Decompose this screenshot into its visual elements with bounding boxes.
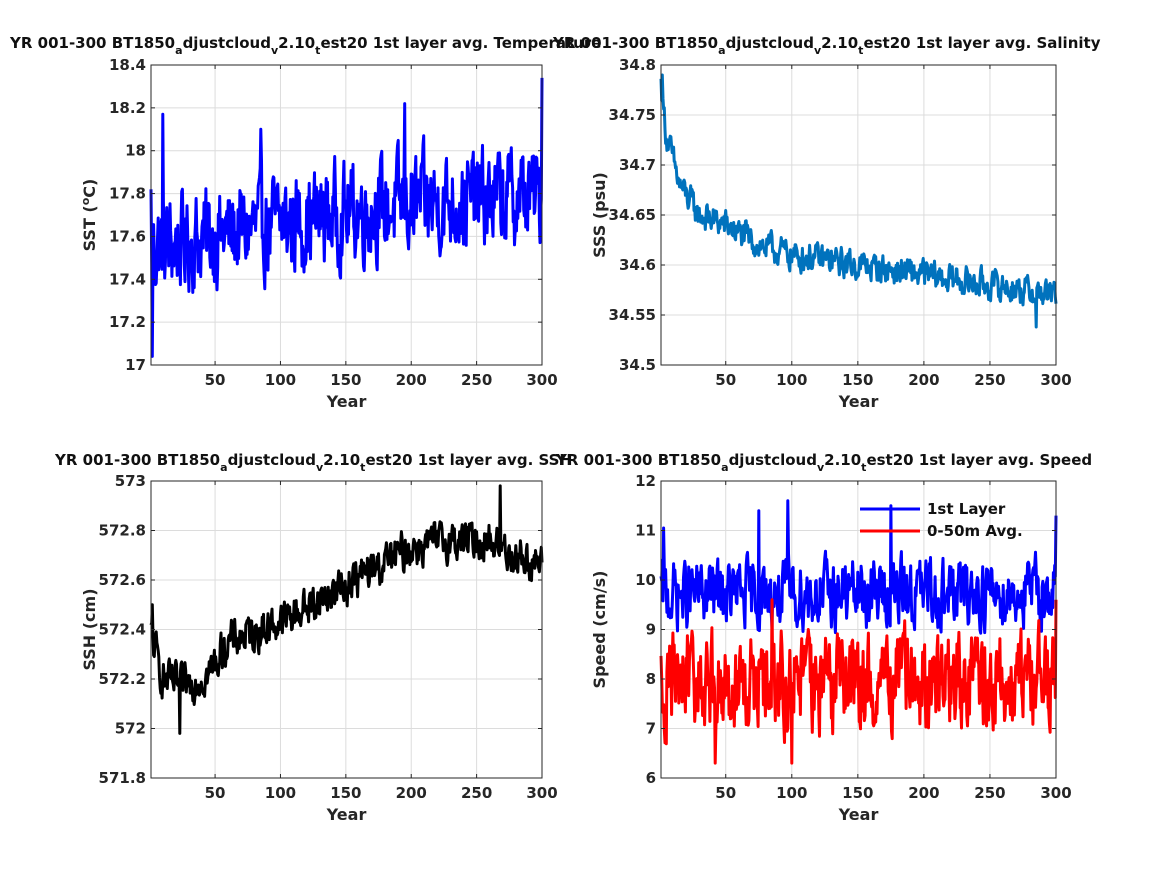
y-tick-label: 17	[125, 356, 146, 374]
x-tick-label: 50	[205, 784, 226, 802]
y-tick-label: 572.6	[99, 571, 146, 589]
x-tick-label: 50	[715, 371, 736, 389]
x-tick-label: 150	[842, 371, 873, 389]
series-line-1	[149, 77, 544, 358]
y-tick-label: 34.8	[619, 56, 656, 74]
y-tick-label: 18.2	[109, 99, 146, 117]
series-line-1	[659, 499, 1058, 635]
y-tick-label: 573	[115, 472, 146, 490]
y-tick-label: 9	[646, 621, 656, 639]
legend: 1st Layer 0-50m Avg.	[860, 500, 1023, 540]
y-tick-label: 34.75	[609, 106, 656, 124]
panel-3: 50 100 150 200 250 300 571.8 572 572.2 572.4 572.6…	[80, 472, 558, 824]
x-tick-label: 250	[461, 371, 492, 389]
x-tick-label: 200	[396, 784, 427, 802]
y-tick-label: 12	[635, 472, 656, 490]
y-axis-label: SSS (psu)	[590, 172, 609, 258]
x-tick-label: 150	[842, 784, 873, 802]
chart-title: YR 001-300 BT1850adjustcloudv2.10test20 …	[552, 34, 1101, 57]
y-tick-label: 572	[115, 720, 146, 738]
x-tick-label: 300	[526, 371, 557, 389]
x-tick-label: 100	[265, 371, 296, 389]
x-tick-label: 300	[1040, 784, 1071, 802]
x-tick-label: 300	[526, 784, 557, 802]
x-tick-label: 200	[908, 784, 939, 802]
x-tick-label: 100	[265, 784, 296, 802]
x-tick-label: 250	[461, 784, 492, 802]
y-tick-label: 17.8	[109, 185, 146, 203]
y-tick-label: 34.6	[619, 256, 656, 274]
y-tick-label: 34.5	[619, 356, 656, 374]
x-tick-label: 250	[974, 371, 1005, 389]
x-tick-label: 100	[776, 371, 807, 389]
x-tick-label: 50	[715, 784, 736, 802]
y-tick-label: 11	[635, 522, 656, 540]
y-tick-label: 10	[635, 571, 656, 589]
y-axis-label: SSH (cm)	[80, 588, 99, 670]
x-tick-label: 150	[330, 371, 361, 389]
axes-frame	[150, 64, 543, 366]
panel-1: 50 100 150 200 250 300 17 17.2 17.4 17.6 17.8 18 18.…	[79, 56, 558, 411]
chart-title: YR 001-300 BT1850adjustcloudv2.10test20 …	[9, 34, 601, 57]
y-tick-label: 17.4	[109, 270, 146, 288]
y-tick-label: 34.55	[609, 306, 656, 324]
series-line-2	[659, 598, 1058, 765]
x-tick-label: 200	[396, 371, 427, 389]
y-tick-label: 572.8	[99, 522, 146, 540]
y-tick-label: 18	[125, 142, 146, 160]
y-tick-label: 34.7	[619, 156, 656, 174]
y-tick-label: 34.65	[609, 206, 656, 224]
panel-2: 50 100 150 200 250 300 34.5 34.55 34.6 34.65 34.7 3…	[590, 56, 1072, 411]
y-axis-label: SST (oC)	[79, 179, 99, 252]
y-tick-label: 571.8	[99, 769, 146, 787]
series-line-1	[149, 484, 544, 735]
series-line-1	[659, 73, 1058, 329]
x-tick-label: 50	[205, 371, 226, 389]
x-tick-label: 100	[776, 784, 807, 802]
x-tick-label: 300	[1040, 371, 1071, 389]
y-tick-label: 572.4	[99, 621, 146, 639]
x-axis-label: Year	[838, 805, 879, 824]
y-tick-label: 17.6	[109, 227, 146, 245]
chart-title: YR 001-300 BT1850adjustcloudv2.10test20 …	[555, 451, 1092, 474]
y-axis-label: Speed (cm/s)	[590, 571, 609, 689]
x-tick-label: 250	[974, 784, 1005, 802]
y-tick-label: 18.4	[109, 56, 146, 74]
legend-label: 0-50m Avg.	[927, 522, 1023, 540]
y-tick-label: 572.2	[99, 670, 146, 688]
chart-title: YR 001-300 BT1850adjustcloudv2.10test20 …	[54, 451, 572, 474]
x-axis-label: Year	[838, 392, 879, 411]
y-tick-label: 6	[646, 769, 656, 787]
legend-label: 1st Layer	[927, 500, 1006, 518]
x-tick-label: 150	[330, 784, 361, 802]
y-tick-label: 17.2	[109, 313, 146, 331]
x-axis-label: Year	[326, 805, 367, 824]
y-tick-label: 8	[646, 670, 656, 688]
x-tick-label: 200	[908, 371, 939, 389]
panel-4: 50 100 150 200 250 300 6 7 8 9 10 11 12 Year Speed (cm…	[590, 472, 1072, 824]
x-axis-label: Year	[326, 392, 367, 411]
y-tick-label: 7	[646, 720, 656, 738]
